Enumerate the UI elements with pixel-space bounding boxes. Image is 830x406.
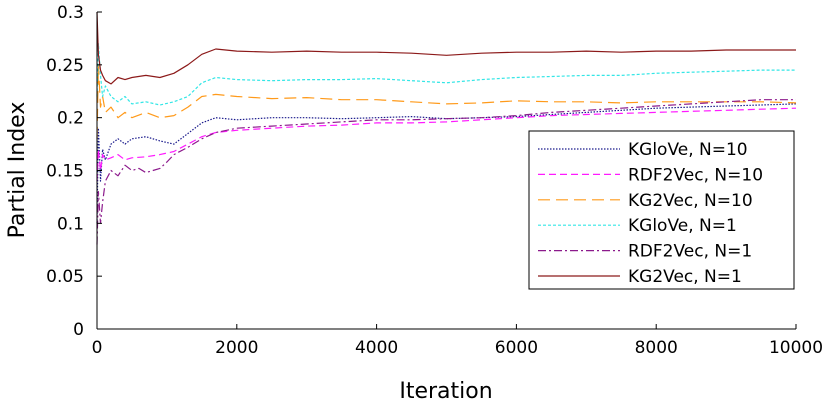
series-layer bbox=[96, 11, 797, 245]
x-tick-label: 4000 bbox=[355, 338, 398, 358]
x-tick-label: 0 bbox=[92, 338, 103, 358]
x-tick-label: 10000 bbox=[769, 338, 823, 358]
legend-label-1: RDF2Vec, N=10 bbox=[628, 165, 763, 185]
x-ticks: 0 2000 4000 6000 8000 10000 bbox=[92, 324, 823, 358]
y-tick-label: 0.3 bbox=[57, 3, 84, 23]
y-tick-label: 0.1 bbox=[57, 214, 84, 234]
y-tick-label: 0.25 bbox=[46, 56, 84, 76]
series-line-1 bbox=[96, 107, 797, 182]
legend-box bbox=[528, 130, 795, 290]
y-axis-label: Partial Index bbox=[5, 102, 30, 239]
series-line-3 bbox=[96, 43, 796, 106]
y-ticks: 0 0.05 0.1 0.15 0.2 0.25 0.3 bbox=[46, 3, 102, 340]
series-line-5 bbox=[96, 11, 796, 85]
legend-label-2: KG2Vec, N=10 bbox=[628, 191, 753, 211]
x-tick-label: 8000 bbox=[635, 338, 678, 358]
legend-label-0: KGloVe, N=10 bbox=[628, 140, 748, 160]
y-tick-label: 0 bbox=[73, 320, 84, 340]
y-tick-label: 0.05 bbox=[46, 267, 84, 287]
series-line-4 bbox=[96, 99, 796, 245]
legend-label-5: KG2Vec, N=1 bbox=[628, 267, 742, 287]
y-tick-label: 0.2 bbox=[57, 109, 84, 129]
y-tick-label: 0.15 bbox=[46, 162, 84, 182]
x-axis-label: Iteration bbox=[399, 379, 492, 404]
x-tick-label: 2000 bbox=[215, 338, 258, 358]
series-line-0 bbox=[96, 103, 797, 224]
series-line-2 bbox=[96, 64, 797, 139]
legend-label-4: RDF2Vec, N=1 bbox=[628, 242, 752, 262]
x-tick-label: 6000 bbox=[495, 338, 538, 358]
legend: KGloVe, N=10 RDF2Vec, N=10 KG2Vec, N=10 KGl… bbox=[528, 130, 795, 290]
legend-label-3: KGloVe, N=1 bbox=[628, 216, 737, 236]
